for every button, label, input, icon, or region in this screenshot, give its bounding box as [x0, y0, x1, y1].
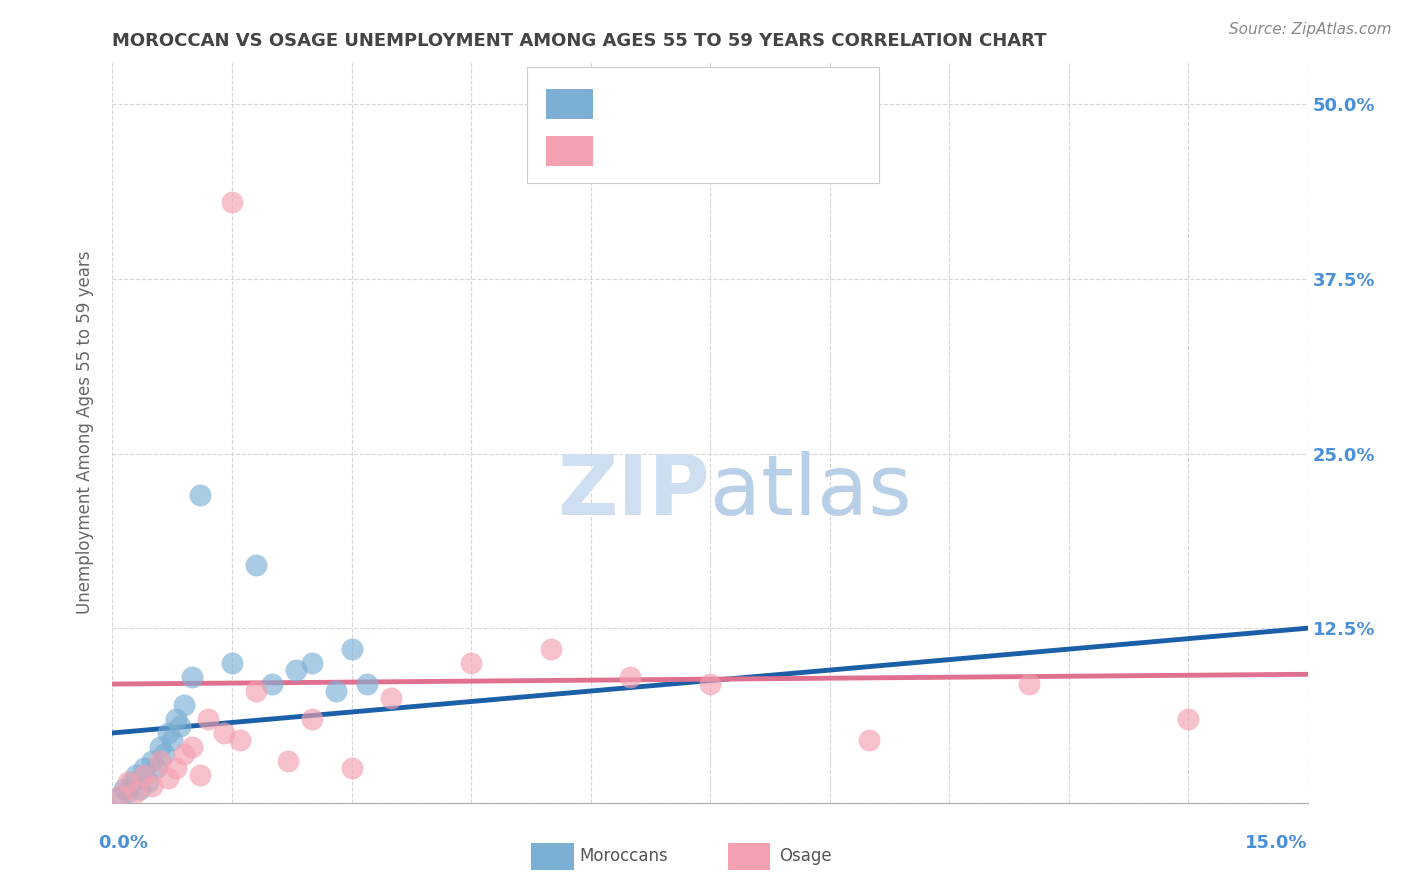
Text: R =: R = [602, 93, 641, 111]
Text: 0.0%: 0.0% [98, 834, 149, 852]
Point [277, 754, 299, 768]
Point [340, 761, 363, 775]
Point [125, 784, 148, 798]
Point [301, 712, 323, 726]
Point [125, 768, 148, 782]
Point [221, 195, 243, 210]
Text: 0.007: 0.007 [650, 139, 706, 157]
Point [221, 656, 243, 670]
Point [197, 712, 219, 726]
Y-axis label: Unemployment Among Ages 55 to 59 years: Unemployment Among Ages 55 to 59 years [76, 251, 94, 615]
Point [117, 775, 139, 789]
Point [117, 784, 139, 798]
Point [153, 747, 176, 761]
Point [699, 677, 721, 691]
Point [114, 781, 135, 796]
Point [110, 789, 132, 803]
Text: Source: ZipAtlas.com: Source: ZipAtlas.com [1229, 22, 1392, 37]
Point [284, 663, 307, 677]
Point [619, 670, 641, 684]
Point [162, 733, 183, 747]
Text: atlas: atlas [710, 451, 911, 533]
Point [165, 712, 187, 726]
Text: R =: R = [602, 139, 641, 157]
Point [540, 642, 562, 657]
Point [173, 698, 195, 712]
Text: 27: 27 [780, 139, 806, 157]
Point [380, 691, 402, 706]
Point [181, 670, 204, 684]
Point [858, 733, 880, 747]
Point [134, 761, 156, 775]
Point [245, 558, 267, 573]
Point [188, 768, 211, 782]
Point [1018, 677, 1040, 691]
Text: 0.177: 0.177 [650, 93, 713, 111]
Point [181, 739, 204, 754]
Text: N =: N = [724, 139, 776, 157]
Text: 15.0%: 15.0% [1246, 834, 1308, 852]
Point [157, 771, 180, 785]
Text: Osage: Osage [779, 847, 831, 865]
Point [460, 656, 482, 670]
Point [169, 719, 191, 733]
Point [149, 739, 172, 754]
Point [110, 789, 132, 803]
Point [325, 684, 347, 698]
Point [229, 733, 252, 747]
Point [129, 781, 152, 796]
Point [121, 775, 143, 789]
Point [138, 775, 160, 789]
Point [141, 754, 163, 768]
Point [149, 754, 172, 768]
Text: N =: N = [724, 93, 776, 111]
Point [356, 677, 378, 691]
Point [188, 488, 211, 502]
Point [173, 747, 195, 761]
Point [157, 726, 180, 740]
Text: ZIP: ZIP [558, 451, 710, 533]
Text: 27: 27 [780, 93, 806, 111]
Point [145, 761, 167, 775]
Point [340, 642, 363, 657]
Point [245, 684, 267, 698]
Text: MOROCCAN VS OSAGE UNEMPLOYMENT AMONG AGES 55 TO 59 YEARS CORRELATION CHART: MOROCCAN VS OSAGE UNEMPLOYMENT AMONG AGE… [112, 32, 1047, 50]
Point [165, 761, 187, 775]
Point [212, 726, 235, 740]
Point [260, 677, 283, 691]
Point [134, 768, 156, 782]
Text: Moroccans: Moroccans [579, 847, 668, 865]
Point [141, 779, 163, 793]
Point [301, 656, 323, 670]
Point [1177, 712, 1199, 726]
